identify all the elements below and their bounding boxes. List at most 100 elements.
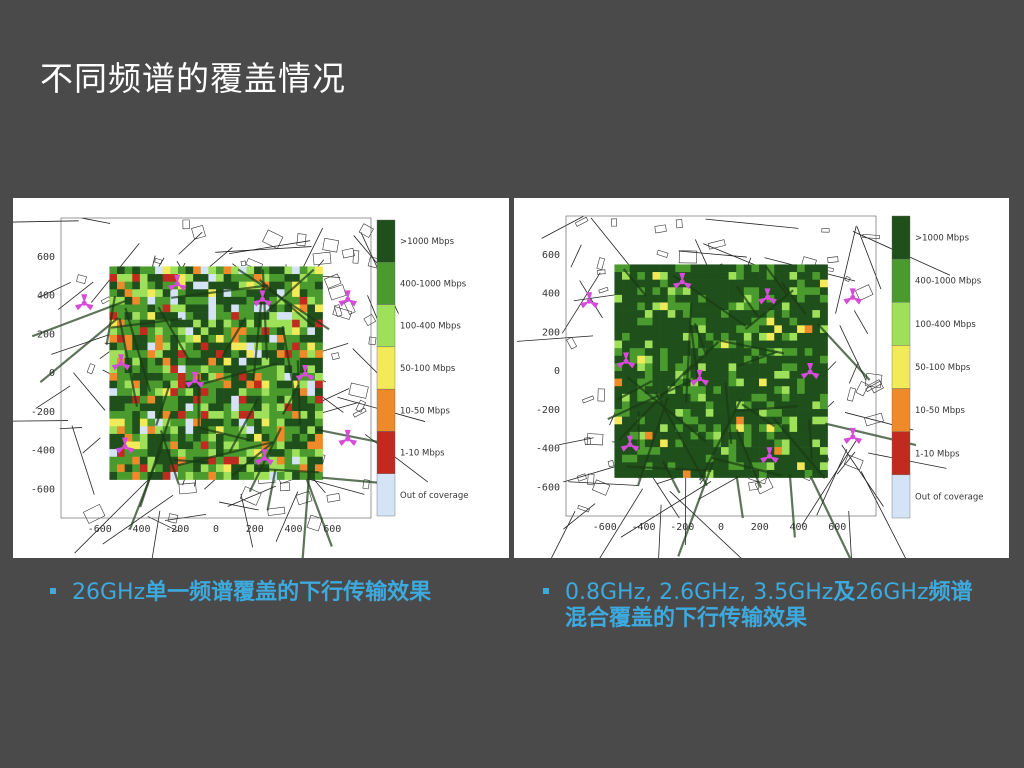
heatmap-cell [276,327,285,336]
heatmap-cell [652,469,661,478]
heatmap-cell [185,274,194,282]
heatmap-cell [705,340,714,349]
heatmap-cell [652,462,661,471]
heatmap-cell [812,454,821,463]
heatmap-cell [132,433,141,442]
heatmap-cell [789,424,798,433]
heatmap-cell [713,363,722,372]
heatmap-cell [652,363,661,372]
heatmap-cell [162,274,171,282]
y-tick-label: -600 [536,482,560,493]
heatmap-cell [299,456,308,465]
heatmap-cell [147,426,156,435]
heatmap-cell [139,418,148,427]
heatmap-cell [804,264,813,273]
x-tick-label: 400 [284,524,302,535]
heatmap-cell [629,416,638,425]
bullet-icon [543,588,549,594]
heatmap-cell [622,325,630,334]
heatmap-cell [299,395,308,404]
heatmap-cell [276,357,285,366]
heatmap-cell [231,350,240,359]
heatmap-cell [667,401,676,410]
heatmap-cell [797,355,806,364]
base-station-icon [760,447,779,464]
heatmap-cell [766,287,775,296]
caption-line2: 混合覆盖的下行传输效果 [565,606,808,631]
heatmap-cell [713,340,722,349]
heatmap-cell [139,334,148,343]
heatmap-cell [307,334,316,343]
heatmap-cell [208,304,217,313]
heatmap-cell [147,342,156,351]
heatmap-cell [682,332,691,341]
heatmap-cell [652,447,661,456]
heatmap-cell [147,365,156,374]
heatmap-cell [117,334,125,343]
heatmap-cell [132,266,141,275]
heatmap-cell [276,342,285,351]
heatmap-cell [132,274,141,282]
heatmap-cell [781,386,790,395]
heatmap-cell [193,395,202,404]
heatmap-cell [200,357,209,366]
heatmap-cell [652,409,661,417]
heatmap-cell [789,317,798,326]
heatmap-cell [682,317,691,326]
heatmap-cell [216,418,224,427]
heatmap-cell [307,426,316,435]
heatmap-cell [117,403,125,412]
heatmap-cell [781,416,790,425]
heatmap-cell [231,342,240,351]
heatmap-cell [254,342,262,351]
y-tick-label: 400 [37,291,55,302]
heatmap-cell [117,464,125,473]
heatmap-cell [797,317,806,326]
heatmap-cell [109,327,118,336]
heatmap-cell [660,462,669,471]
heatmap-cell [705,416,714,425]
heatmap-cell [216,304,224,313]
heatmap-cell [284,403,293,412]
heatmap-cell [759,386,767,395]
heatmap-cell [117,433,125,442]
heatmap-cell [246,304,255,313]
heatmap-cell [162,304,171,313]
heatmap-cell [698,401,707,410]
heatmap-cell [629,294,638,303]
heatmap-cell [147,388,156,397]
heatmap-cell [660,416,669,425]
heatmap-cell [216,380,224,389]
heatmap-cell [690,279,699,288]
heatmap-cell [736,469,745,478]
heatmap-cell [690,424,699,433]
heatmap-cell [185,365,194,374]
heatmap-cell [117,380,125,389]
base-station-icon [111,354,131,371]
heatmap-cell [751,272,760,280]
heatmap-cell [622,332,630,341]
heatmap-cell [629,340,638,349]
heatmap-cell [721,264,729,273]
heatmap-cell [193,274,202,282]
heatmap-cell [117,289,125,298]
heatmap-cell [200,296,209,305]
heatmap-cell [743,424,752,433]
heatmap-cell [193,449,202,458]
heatmap-cell [705,401,714,410]
heatmap-cell [743,332,752,341]
heatmap-cell [652,264,661,273]
heatmap-cell [812,348,821,357]
heatmap-cell [667,317,676,326]
heatmap-cell [314,433,323,442]
heatmap-cell [155,471,164,480]
heatmap-cell [216,403,224,412]
heatmap-cell [292,456,301,465]
heatmap-cell [713,401,722,410]
heatmap-cell [276,296,285,305]
heatmap-cell [216,411,224,419]
heatmap-cell [200,395,209,404]
heatmap-cell [223,411,232,419]
heatmap-cell [797,363,806,372]
heatmap-cell [652,340,661,349]
